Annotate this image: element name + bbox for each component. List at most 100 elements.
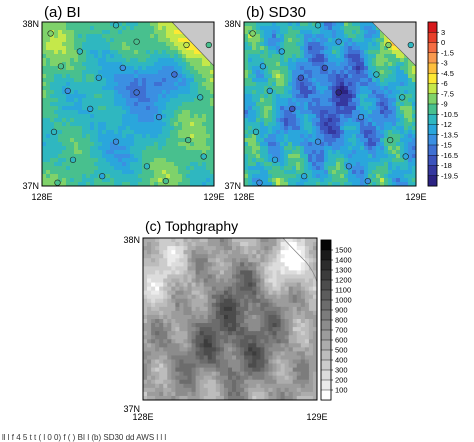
- field-cell: [206, 82, 211, 87]
- field-cell: [316, 178, 321, 183]
- field-cell: [332, 42, 337, 47]
- field-cell: [312, 278, 317, 284]
- field-cell: [300, 134, 305, 139]
- field-cell: [158, 50, 163, 55]
- field-cell: [360, 86, 365, 91]
- field-cell: [150, 42, 155, 47]
- field-cell: [260, 274, 265, 280]
- field-cell: [175, 363, 181, 369]
- field-cell: [206, 158, 211, 163]
- field-cell: [211, 294, 217, 300]
- field-cell: [296, 110, 301, 115]
- field-cell: [336, 98, 341, 103]
- field-cell: [78, 54, 83, 59]
- field-cell: [336, 78, 341, 83]
- field-cell: [86, 34, 91, 39]
- field-cell: [388, 114, 393, 119]
- field-cell: [142, 34, 147, 39]
- field-cell: [392, 106, 397, 111]
- field-cell: [268, 130, 273, 135]
- field-cell: [102, 134, 107, 139]
- field-cell: [248, 319, 253, 324]
- field-cell: [183, 262, 189, 267]
- field-cell: [98, 22, 103, 27]
- field-cell: [190, 62, 195, 67]
- field-cell: [130, 150, 135, 155]
- field-cell: [147, 363, 152, 369]
- field-cell: [236, 355, 241, 361]
- field-cell: [304, 122, 309, 127]
- field-cell: [368, 182, 373, 186]
- field-cell: [304, 266, 310, 271]
- field-cell: [344, 118, 349, 123]
- field-cell: [175, 286, 181, 292]
- field-cell: [312, 166, 317, 171]
- field-cell: [316, 150, 321, 155]
- field-cell: [248, 343, 253, 348]
- field-cell: [380, 122, 385, 127]
- field-cell: [198, 134, 203, 139]
- field-cell: [272, 78, 277, 83]
- field-cell: [300, 110, 305, 115]
- field-cell: [312, 170, 317, 175]
- field-cell: [392, 54, 397, 59]
- field-cell: [50, 118, 55, 123]
- field-cell: [175, 290, 181, 296]
- field-cell: [134, 114, 139, 119]
- field-cell: [252, 94, 257, 99]
- field-cell: [296, 306, 302, 312]
- field-cell: [300, 42, 305, 47]
- field-cell: [154, 166, 159, 171]
- field-cell: [384, 106, 389, 111]
- field-cell: [304, 26, 309, 31]
- field-cell: [203, 314, 209, 320]
- field-cell: [288, 26, 293, 31]
- field-cell: [336, 114, 341, 119]
- field-cell: [280, 242, 286, 247]
- field-cell: [58, 154, 63, 159]
- field-cell: [348, 174, 353, 179]
- panel-a-y-tick-top: 38N: [22, 19, 39, 29]
- field-cell: [162, 130, 167, 135]
- field-cell: [244, 70, 249, 75]
- field-cell: [276, 355, 282, 361]
- field-cell: [352, 46, 357, 51]
- field-cell: [151, 274, 156, 280]
- field-cell: [74, 134, 79, 139]
- field-cell: [376, 82, 381, 87]
- field-cell: [179, 238, 185, 243]
- field-cell: [288, 38, 293, 43]
- field-cell: [179, 274, 185, 280]
- field-cell: [74, 82, 79, 87]
- field-cell: [150, 58, 155, 63]
- field-cell: [332, 30, 337, 35]
- field-cell: [356, 70, 361, 75]
- field-cell: [244, 278, 249, 284]
- field-cell: [344, 174, 349, 179]
- field-cell: [223, 298, 229, 304]
- field-cell: [244, 134, 249, 139]
- field-cell: [260, 270, 265, 276]
- field-cell: [268, 355, 274, 361]
- field-cell: [134, 150, 139, 155]
- field-cell: [191, 310, 197, 316]
- field-cell: [272, 254, 278, 259]
- field-cell: [138, 38, 143, 43]
- field-cell: [372, 154, 377, 159]
- field-cell: [162, 42, 167, 47]
- field-cell: [202, 106, 207, 111]
- field-cell: [392, 158, 397, 163]
- field-cell: [244, 42, 249, 47]
- field-cell: [312, 294, 317, 300]
- field-cell: [187, 290, 193, 296]
- field-cell: [62, 170, 67, 175]
- field-cell: [276, 106, 281, 111]
- field-cell: [356, 34, 361, 39]
- field-cell: [244, 306, 249, 312]
- field-cell: [300, 351, 306, 357]
- field-cell: [236, 319, 241, 324]
- field-cell: [316, 102, 321, 107]
- colorbar-label: -9: [441, 100, 448, 109]
- field-cell: [70, 170, 75, 175]
- field-cell: [198, 82, 203, 87]
